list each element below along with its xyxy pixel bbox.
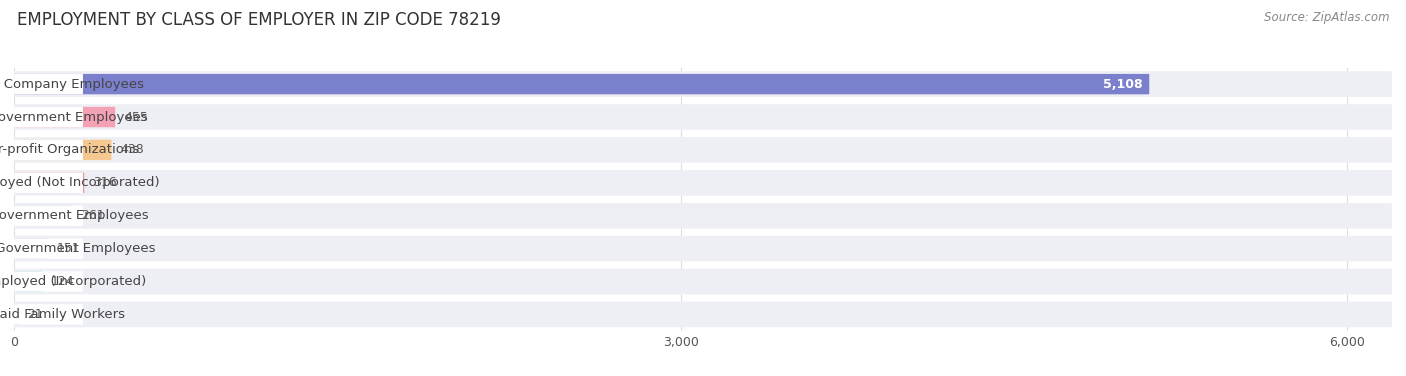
Text: 455: 455 <box>124 111 148 124</box>
FancyBboxPatch shape <box>14 140 111 160</box>
FancyBboxPatch shape <box>14 170 1392 196</box>
FancyBboxPatch shape <box>14 238 48 259</box>
Text: Unpaid Family Workers: Unpaid Family Workers <box>0 308 125 321</box>
FancyBboxPatch shape <box>14 173 84 193</box>
FancyBboxPatch shape <box>14 304 18 324</box>
Text: Private Company Employees: Private Company Employees <box>0 77 143 91</box>
Text: 261: 261 <box>82 209 104 222</box>
FancyBboxPatch shape <box>14 304 83 324</box>
Text: 151: 151 <box>56 242 80 255</box>
FancyBboxPatch shape <box>14 302 1392 327</box>
Text: Federal Government Employees: Federal Government Employees <box>0 242 155 255</box>
Text: 316: 316 <box>93 176 117 190</box>
Text: 438: 438 <box>121 143 143 156</box>
FancyBboxPatch shape <box>14 271 83 292</box>
Text: Local Government Employees: Local Government Employees <box>0 111 148 124</box>
FancyBboxPatch shape <box>14 236 1392 261</box>
FancyBboxPatch shape <box>14 173 83 193</box>
FancyBboxPatch shape <box>14 238 83 259</box>
FancyBboxPatch shape <box>14 137 1392 163</box>
FancyBboxPatch shape <box>14 140 83 160</box>
Text: 21: 21 <box>28 308 44 321</box>
Text: EMPLOYMENT BY CLASS OF EMPLOYER IN ZIP CODE 78219: EMPLOYMENT BY CLASS OF EMPLOYER IN ZIP C… <box>17 11 501 29</box>
Text: Self-Employed (Incorporated): Self-Employed (Incorporated) <box>0 275 146 288</box>
Text: Self-Employed (Not Incorporated): Self-Employed (Not Incorporated) <box>0 176 160 190</box>
FancyBboxPatch shape <box>14 71 1392 97</box>
FancyBboxPatch shape <box>14 107 115 127</box>
FancyBboxPatch shape <box>14 203 1392 229</box>
FancyBboxPatch shape <box>14 107 83 127</box>
FancyBboxPatch shape <box>14 74 1149 94</box>
FancyBboxPatch shape <box>14 206 72 226</box>
FancyBboxPatch shape <box>14 271 42 292</box>
Text: 124: 124 <box>51 275 75 288</box>
Text: 5,108: 5,108 <box>1102 77 1143 91</box>
FancyBboxPatch shape <box>14 206 83 226</box>
FancyBboxPatch shape <box>14 74 83 94</box>
FancyBboxPatch shape <box>14 269 1392 294</box>
Text: Source: ZipAtlas.com: Source: ZipAtlas.com <box>1264 11 1389 24</box>
Text: State Government Employees: State Government Employees <box>0 209 148 222</box>
Text: Not-for-profit Organizations: Not-for-profit Organizations <box>0 143 139 156</box>
FancyBboxPatch shape <box>14 104 1392 130</box>
